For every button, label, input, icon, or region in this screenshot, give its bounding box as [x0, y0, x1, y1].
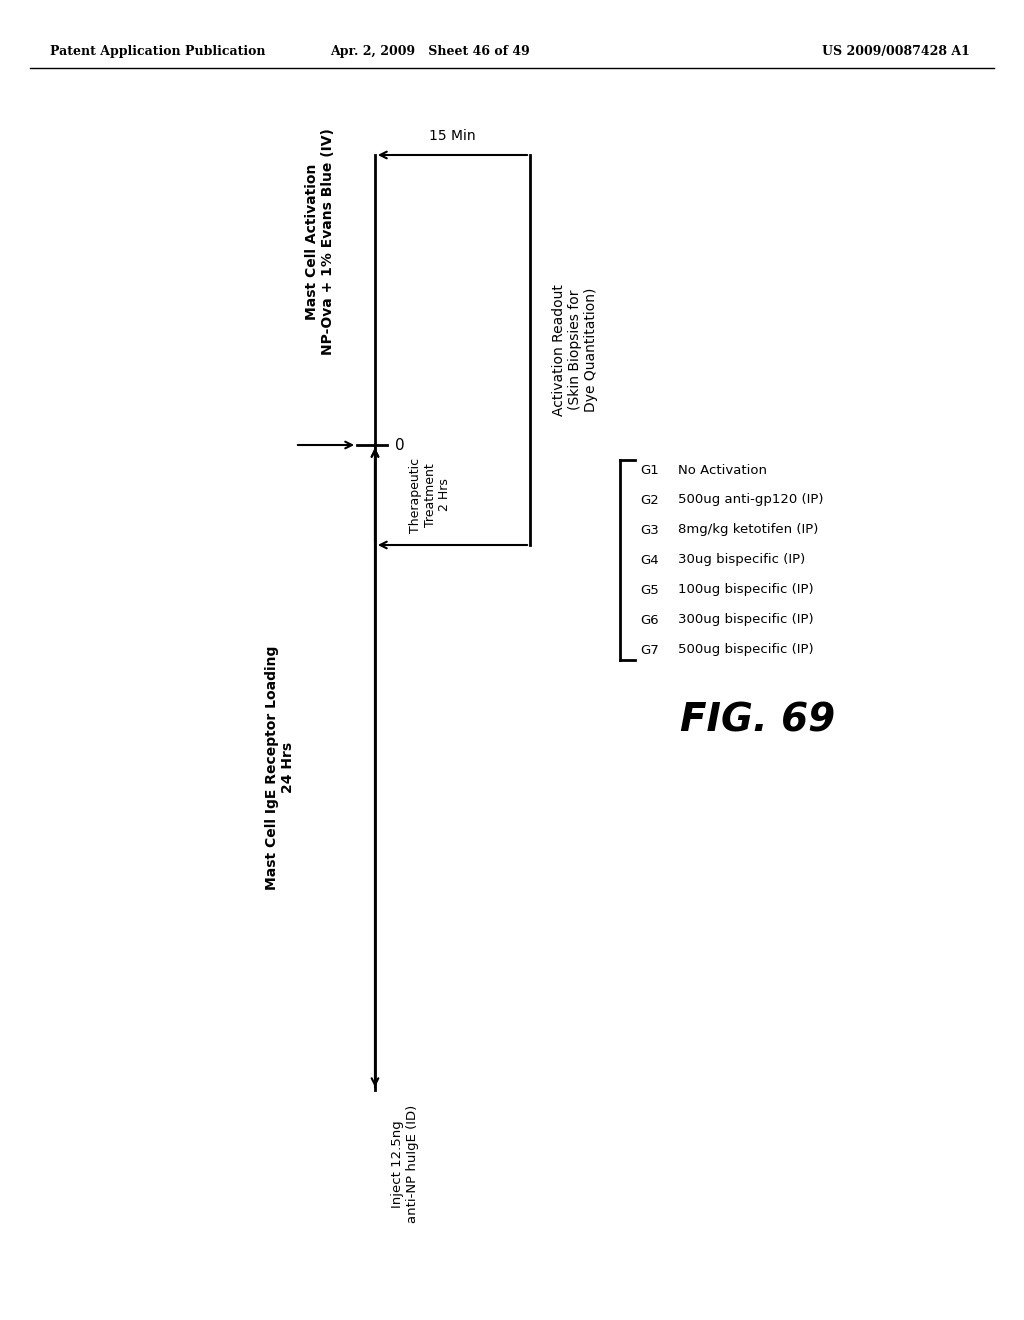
Text: Patent Application Publication: Patent Application Publication: [50, 45, 265, 58]
Text: Mast Cell IgE Receptor Loading
24 Hrs: Mast Cell IgE Receptor Loading 24 Hrs: [265, 645, 295, 890]
Text: Therapeutic
Treatment
2 Hrs: Therapeutic Treatment 2 Hrs: [409, 458, 452, 532]
Text: US 2009/0087428 A1: US 2009/0087428 A1: [822, 45, 970, 58]
Text: G6: G6: [640, 614, 658, 627]
Text: 500ug bispecific (IP): 500ug bispecific (IP): [678, 644, 814, 656]
Text: 300ug bispecific (IP): 300ug bispecific (IP): [678, 614, 814, 627]
Text: 15 Min: 15 Min: [429, 129, 476, 143]
Text: No Activation: No Activation: [678, 463, 767, 477]
Text: 100ug bispecific (IP): 100ug bispecific (IP): [678, 583, 814, 597]
Text: G1: G1: [640, 463, 658, 477]
Text: Mast Cell Activation
NP-Ova + 1% Evans Blue (IV): Mast Cell Activation NP-Ova + 1% Evans B…: [305, 128, 335, 355]
Text: Apr. 2, 2009   Sheet 46 of 49: Apr. 2, 2009 Sheet 46 of 49: [330, 45, 529, 58]
Text: G7: G7: [640, 644, 658, 656]
Text: 0: 0: [395, 437, 404, 453]
Text: 30ug bispecific (IP): 30ug bispecific (IP): [678, 553, 805, 566]
Text: G3: G3: [640, 524, 658, 536]
Text: Activation Readout
(Skin Biopsies for
Dye Quantitation): Activation Readout (Skin Biopsies for Dy…: [552, 284, 598, 416]
Text: 500ug anti-gp120 (IP): 500ug anti-gp120 (IP): [678, 494, 823, 507]
Text: G5: G5: [640, 583, 658, 597]
Text: 8mg/kg ketotifen (IP): 8mg/kg ketotifen (IP): [678, 524, 818, 536]
Text: G4: G4: [640, 553, 658, 566]
Text: G2: G2: [640, 494, 658, 507]
Text: FIG. 69: FIG. 69: [680, 701, 836, 739]
Text: Inject 12.5ng
anti-NP huIgE (ID): Inject 12.5ng anti-NP huIgE (ID): [391, 1105, 419, 1224]
